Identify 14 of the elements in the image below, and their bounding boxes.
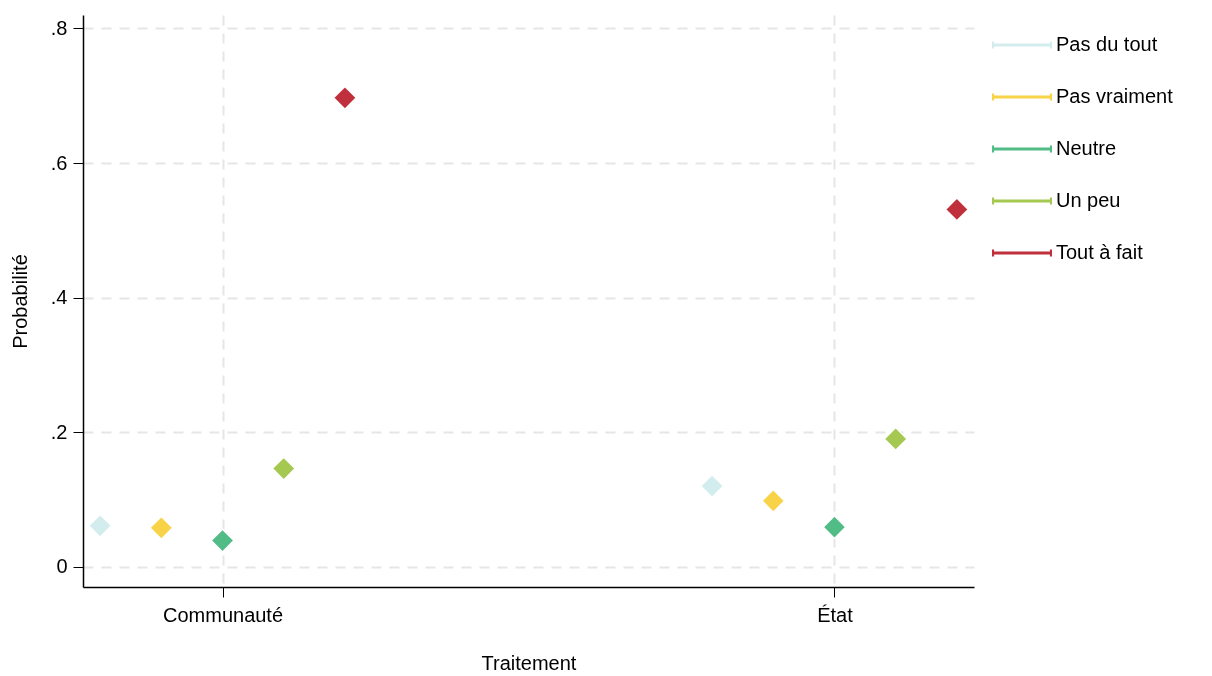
y-tick-label: .8 [50,16,68,39]
legend-label: Pas vraiment [1056,85,1174,107]
legend-label: Tout à fait [1056,241,1144,263]
y-tick-label: .2 [50,420,68,443]
legend-label: Un peu [1056,189,1121,211]
legend-label: Neutre [1056,137,1117,159]
y-tick-label: 0 [56,555,68,578]
x-tick-label: Communauté [162,603,284,626]
legend-label: Pas du tout [1056,33,1158,55]
y-tick-label: .6 [50,151,68,174]
x-axis-title: Traitement [481,651,577,674]
x-tick-label: État [817,603,854,626]
y-tick-label: .4 [50,286,68,309]
y-axis-title: Probabilité [8,254,31,349]
